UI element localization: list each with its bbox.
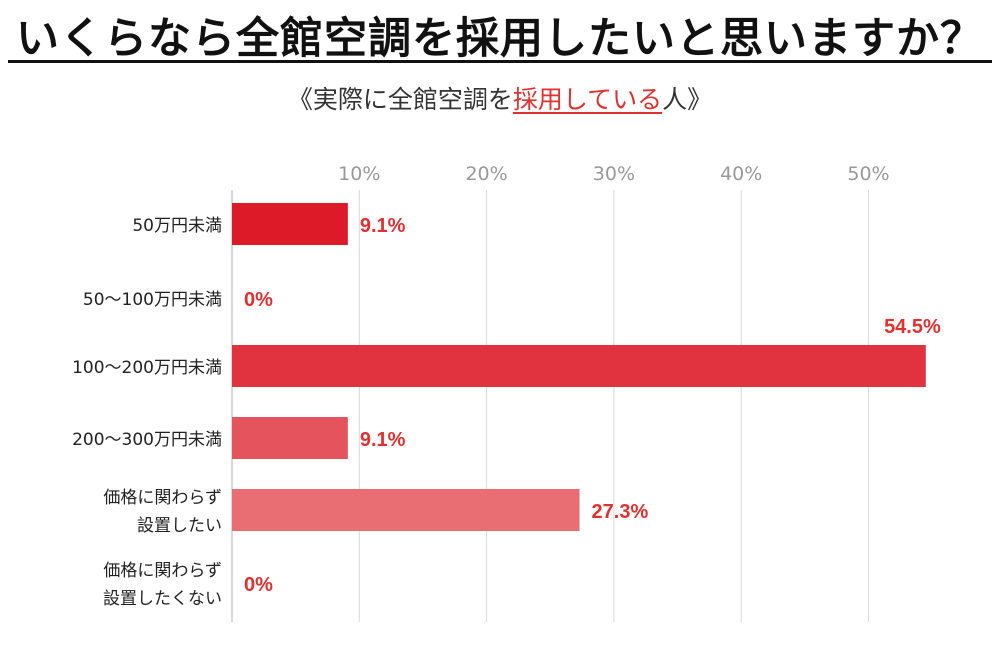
bar [232, 489, 580, 531]
x-tick-label: 20% [465, 163, 507, 185]
chart-subtitle: 《実際に全館空調を採用している人》 [0, 80, 1000, 116]
subtitle-suffix: 人》 [662, 85, 713, 114]
category-label: 200〜300万円未満 [72, 430, 222, 450]
category-label: 50万円未満 [132, 216, 222, 236]
bar [232, 417, 348, 459]
page-title: いくらなら全館空調を採用したいと思いますか？ [16, 14, 984, 64]
category-label: 価格に関わらず [103, 488, 222, 508]
x-tick-label: 30% [593, 163, 635, 185]
title-underline [8, 60, 992, 63]
data-label: 27.3% [592, 501, 649, 523]
data-label: 0% [244, 289, 273, 311]
category-label: 50〜100万円未満 [83, 290, 222, 310]
data-label: 9.1% [360, 429, 406, 451]
data-label: 9.1% [360, 215, 406, 237]
category-label: 価格に関わらず [103, 561, 222, 581]
data-label: 54.5% [884, 316, 941, 338]
category-label: 100〜200万円未満 [72, 358, 222, 378]
x-tick-label: 10% [338, 163, 380, 185]
category-label: 設置したい [137, 516, 222, 536]
x-tick-label: 40% [720, 163, 762, 185]
category-label: 設置したくない [103, 589, 222, 609]
subtitle-prefix: 《実際に全館空調を [287, 85, 513, 114]
bar [232, 203, 348, 245]
subtitle-highlight: 採用している [512, 85, 663, 114]
x-tick-label: 50% [847, 163, 889, 185]
bar [232, 345, 926, 387]
data-label: 0% [244, 574, 273, 596]
